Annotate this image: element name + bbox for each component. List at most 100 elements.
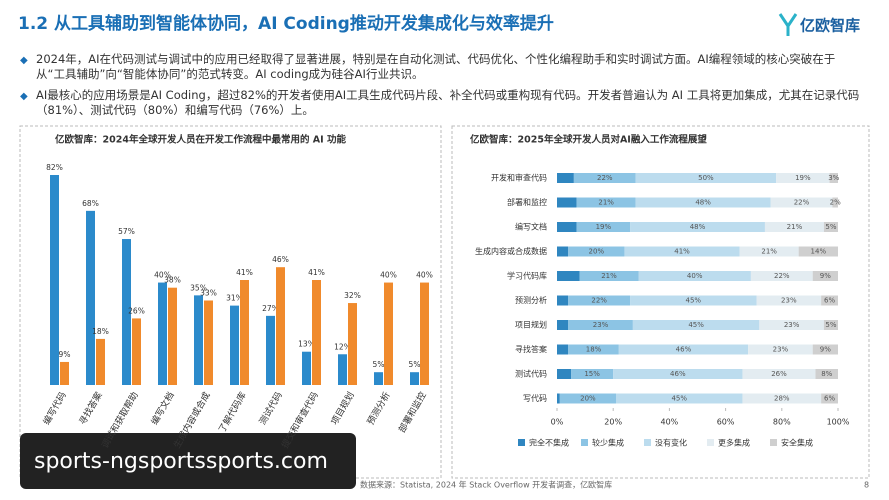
bar bbox=[158, 282, 167, 385]
value-label: 46% bbox=[676, 346, 692, 354]
value-label: 38% bbox=[164, 276, 181, 285]
legend-label: 安全集成 bbox=[781, 438, 813, 448]
value-label: 48% bbox=[695, 199, 711, 207]
bar-segment bbox=[764, 222, 824, 232]
bar-segment bbox=[557, 222, 577, 232]
x-tick-label: 了解代码库 bbox=[216, 390, 249, 435]
y-tick-label: 开发和审查代码 bbox=[491, 173, 547, 183]
bar-segment bbox=[638, 271, 751, 281]
value-label: 5% bbox=[825, 321, 836, 329]
value-label: 12% bbox=[334, 342, 351, 351]
value-label: 21% bbox=[598, 199, 614, 207]
legend-swatch bbox=[581, 439, 588, 446]
value-label: 23% bbox=[773, 346, 789, 354]
y-tick-label: 部署和监控 bbox=[507, 197, 547, 207]
value-label: 23% bbox=[784, 321, 800, 329]
bullet-icon: ◆ bbox=[20, 91, 28, 102]
value-label: 35% bbox=[190, 283, 207, 292]
value-label: 21% bbox=[761, 248, 777, 256]
value-label: 32% bbox=[344, 291, 361, 300]
value-label: 41% bbox=[236, 268, 253, 277]
value-label: 5% bbox=[825, 223, 836, 231]
value-label: 8% bbox=[821, 370, 832, 378]
value-label: 41% bbox=[674, 248, 690, 256]
bar-segment bbox=[576, 197, 636, 208]
value-label: 18% bbox=[92, 327, 109, 336]
bar-segment bbox=[812, 271, 838, 281]
bar-segment bbox=[579, 271, 639, 281]
value-label: 33% bbox=[200, 288, 217, 297]
bar-segment bbox=[756, 295, 822, 306]
bar-segment bbox=[568, 344, 619, 355]
chart-title: 亿欧智库：2025年全球开发人员对AI融入工作流程展望 bbox=[470, 134, 707, 146]
value-label: 50% bbox=[698, 174, 714, 182]
bar-segment bbox=[557, 344, 569, 355]
value-label: 40% bbox=[687, 272, 703, 280]
bar-segment bbox=[576, 222, 631, 232]
bar bbox=[302, 351, 311, 385]
bar bbox=[230, 305, 239, 385]
legend-label: 较少集成 bbox=[592, 438, 624, 448]
value-label: 41% bbox=[308, 268, 325, 277]
bar bbox=[96, 338, 105, 385]
bar bbox=[410, 372, 419, 385]
x-tick-label: 80% bbox=[773, 418, 791, 427]
bar-segment bbox=[557, 295, 569, 306]
logo-icon bbox=[778, 13, 798, 36]
x-tick-label: 测试代码 bbox=[256, 390, 284, 427]
bar-segment bbox=[559, 393, 617, 404]
bar bbox=[420, 282, 429, 385]
bar-segment bbox=[815, 369, 838, 379]
bar-segment bbox=[630, 295, 757, 306]
bar-segment bbox=[770, 197, 833, 208]
value-label: 6% bbox=[824, 297, 835, 305]
bar-segment bbox=[823, 320, 838, 330]
value-label: 57% bbox=[118, 227, 135, 236]
legend-label: 没有变化 bbox=[655, 438, 687, 448]
value-label: 9% bbox=[820, 272, 831, 280]
bar-segment bbox=[557, 369, 572, 379]
bar-segment bbox=[557, 197, 577, 208]
watermark: sports-ngsportssports.com bbox=[34, 449, 328, 474]
value-label: 40% bbox=[416, 271, 433, 280]
value-label: 26% bbox=[128, 306, 145, 315]
bar-segment bbox=[618, 344, 749, 355]
logo: 亿欧智库 bbox=[800, 17, 860, 35]
x-tick-label: 编写代码 bbox=[40, 390, 68, 427]
value-label: 21% bbox=[787, 223, 803, 231]
y-tick-label: 寻找答案 bbox=[515, 344, 547, 354]
value-label: 40% bbox=[380, 271, 397, 280]
bar-segment bbox=[776, 173, 830, 183]
page-number: 8 bbox=[864, 481, 869, 490]
x-tick-label: 40% bbox=[661, 418, 679, 427]
bar bbox=[276, 267, 285, 385]
legend-label: 更多集成 bbox=[718, 438, 750, 448]
value-label: 45% bbox=[686, 297, 702, 305]
value-label: 23% bbox=[593, 321, 609, 329]
x-tick-label: 20% bbox=[604, 418, 622, 427]
value-label: 28% bbox=[774, 395, 790, 403]
value-label: 45% bbox=[671, 395, 687, 403]
bar-segment bbox=[613, 369, 743, 379]
x-tick-label: 100% bbox=[827, 418, 850, 427]
chart-title: 亿欧智库：2024年全球开发人员在开发工作流程中最常用的 AI 功能 bbox=[55, 134, 346, 146]
value-label: 22% bbox=[794, 199, 810, 207]
bar-segment bbox=[742, 393, 822, 404]
left-panel bbox=[19, 125, 442, 479]
bar-segment bbox=[742, 369, 816, 379]
slide-title: 1.2 从工具辅助到智能体协同，AI Coding推动开发集成化与效率提升 bbox=[18, 13, 554, 34]
y-tick-label: 生成内容或合成数据 bbox=[475, 246, 547, 256]
legend-swatch bbox=[518, 439, 525, 446]
x-tick-label: 项目规划 bbox=[328, 390, 356, 427]
bar-segment bbox=[635, 173, 777, 183]
bar-segment bbox=[571, 369, 614, 379]
bar bbox=[194, 295, 203, 385]
value-label: 40% bbox=[154, 271, 171, 280]
value-label: 19% bbox=[795, 174, 811, 182]
value-label: 26% bbox=[771, 370, 787, 378]
bar-segment bbox=[759, 320, 824, 330]
y-tick-label: 编写文档 bbox=[515, 222, 547, 232]
bar-segment bbox=[568, 320, 633, 330]
